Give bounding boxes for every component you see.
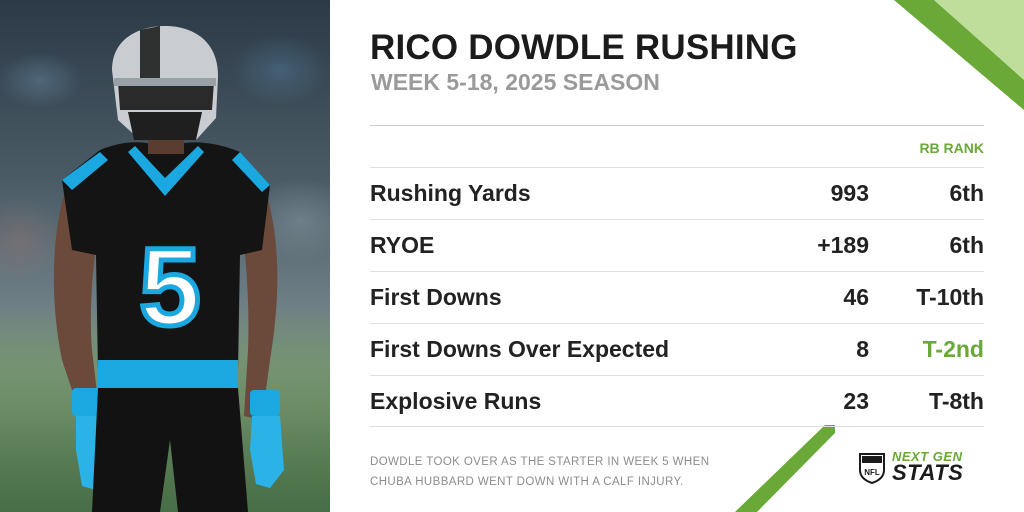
stat-label: First Downs Over Expected (370, 336, 670, 362)
table-header-row: RB RANK (370, 125, 984, 167)
next-gen-stats-logo: NFL NEXT GEN STATS (858, 447, 963, 487)
table-row: RYOE +189 6th (370, 219, 984, 271)
brand-line-2: STATS (892, 460, 964, 485)
stat-value: +189 (817, 232, 869, 258)
stat-label: First Downs (370, 284, 502, 310)
stat-value: 8 (856, 336, 869, 362)
table-row: First Downs 46 T-10th (370, 271, 984, 323)
stat-label: Explosive Runs (370, 388, 542, 414)
player-illustration: 5 (53, 26, 284, 512)
brand-line-1: NEXT GEN (892, 449, 963, 464)
footnote: DOWDLE TOOK OVER AS THE STARTER IN WEEK … (370, 456, 710, 488)
accent-stripe-bottom (735, 425, 835, 512)
stat-rank: 6th (949, 180, 985, 206)
stat-rank: T-10th (916, 284, 984, 310)
player-photo: 5 (0, 0, 330, 512)
table-row: Rushing Yards 993 6th (370, 167, 984, 219)
stat-value: 23 (843, 388, 869, 414)
jersey-number: 5 (139, 226, 200, 349)
stat-value: 46 (843, 284, 869, 310)
table-row: First Downs Over Expected 8 T-2nd (370, 323, 984, 375)
stats-table: RB RANK Rushing Yards 993 6th RYOE +189 … (370, 125, 984, 427)
accent-stripe-top-right (894, 0, 1024, 110)
page-title: RICO DOWDLE RUSHING (370, 28, 798, 67)
stat-rank: 6th (949, 232, 985, 258)
nfl-shield-icon: NFL (859, 453, 885, 484)
stat-value: 993 (830, 180, 869, 206)
rank-column-header: RB RANK (919, 140, 984, 156)
table-row: Explosive Runs 23 T-8th (370, 375, 984, 427)
nfl-logo-text: NFL (864, 468, 880, 477)
page-subtitle: WEEK 5-18, 2025 SEASON (371, 69, 660, 95)
stat-rank-highlighted: T-2nd (922, 336, 984, 362)
stat-label: Rushing Yards (370, 180, 531, 206)
stat-rank: T-8th (929, 388, 984, 414)
stat-label: RYOE (370, 232, 435, 258)
